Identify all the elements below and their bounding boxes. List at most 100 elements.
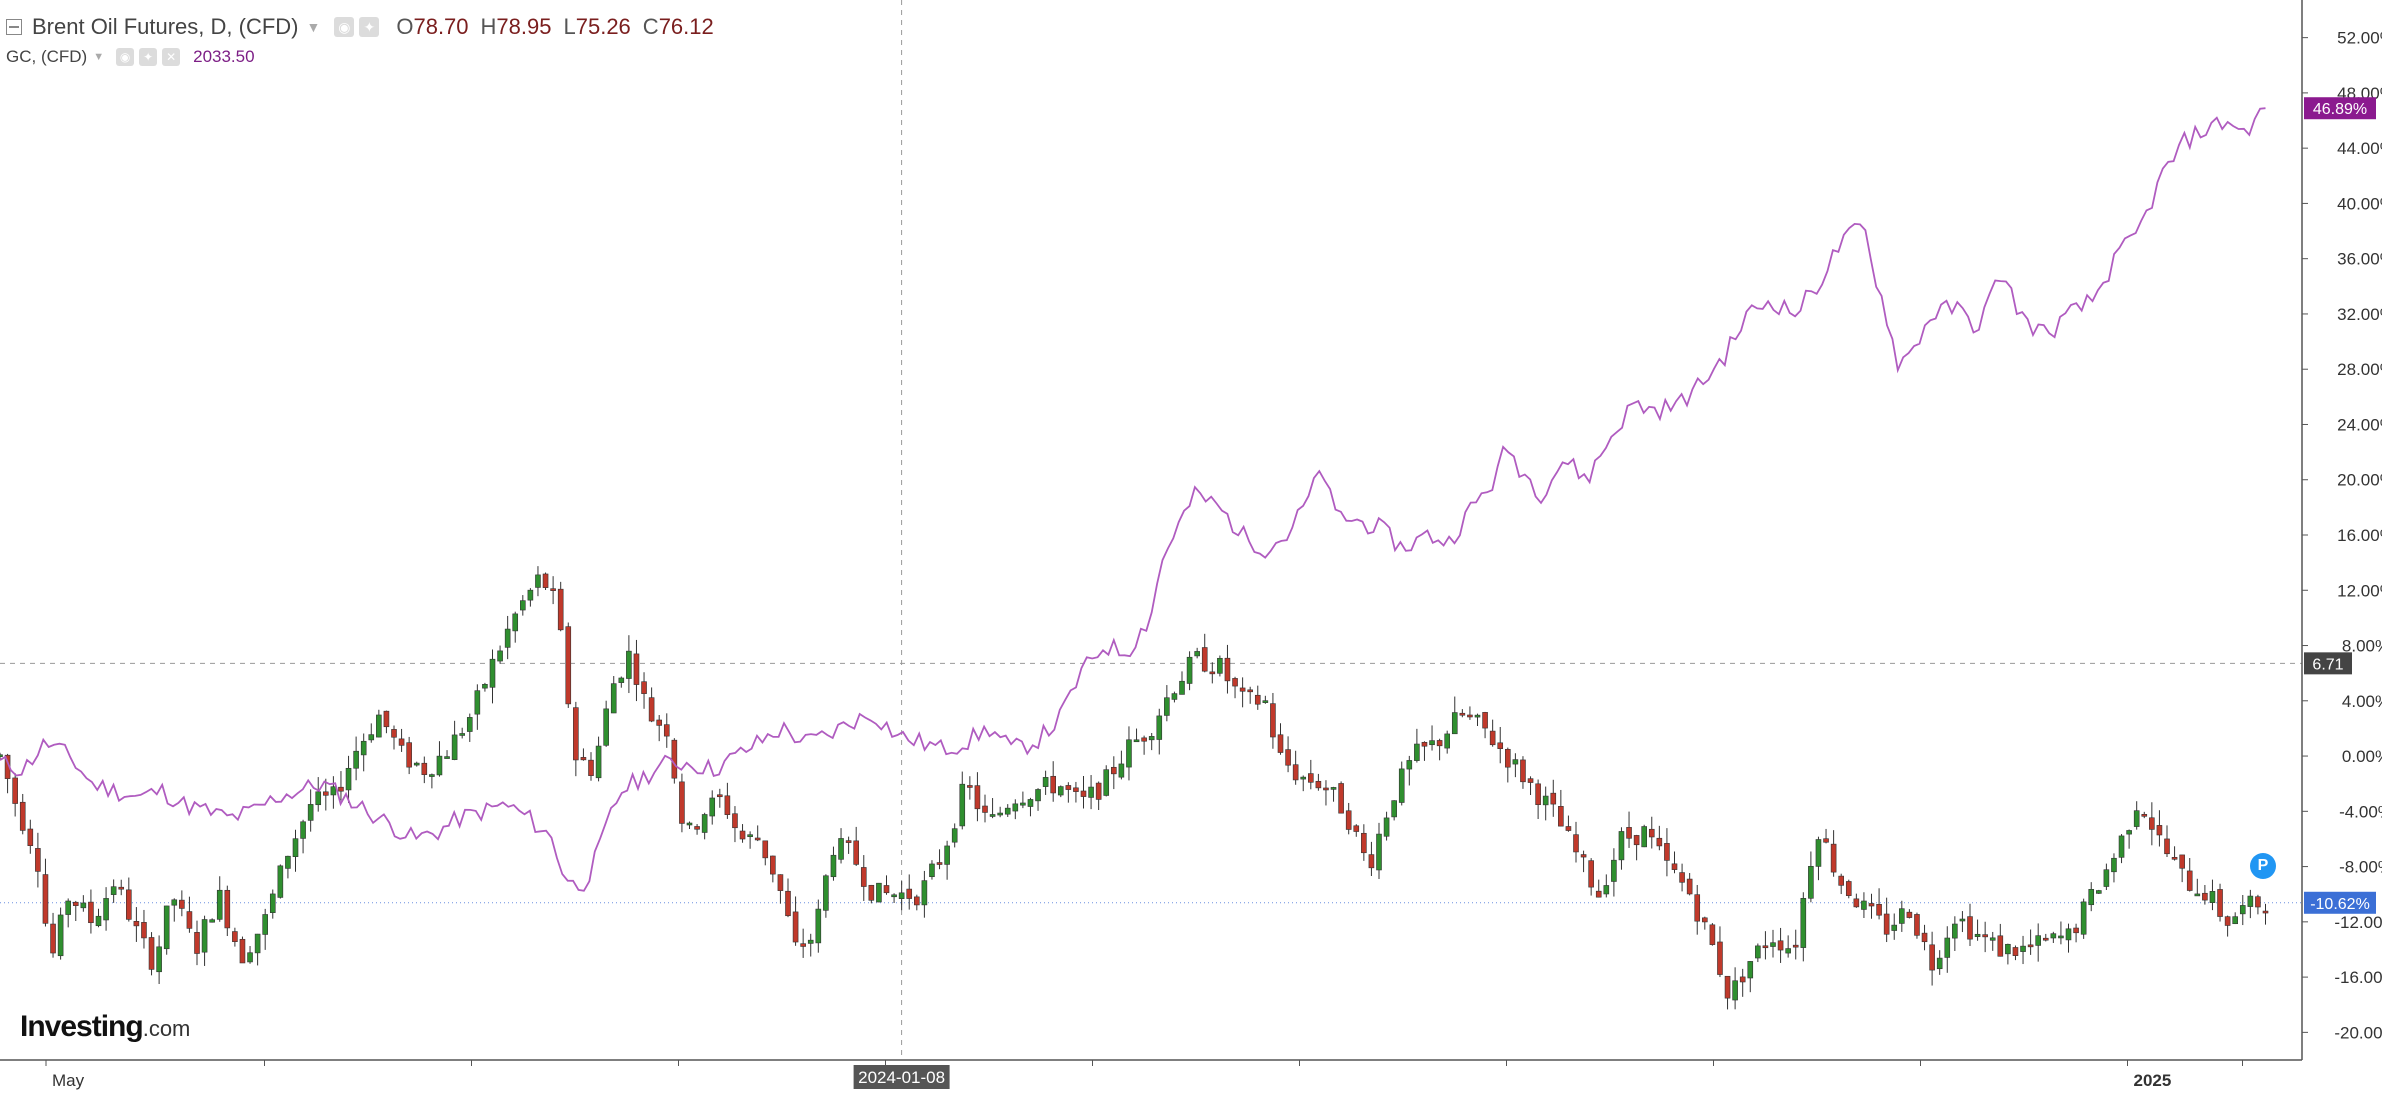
candle-body [1459, 712, 1466, 716]
gc-compare-line-series[interactable] [0, 107, 2266, 892]
candle-body [1436, 740, 1443, 747]
open-label: O [396, 14, 414, 39]
candle-body [360, 740, 367, 756]
candle-body [1247, 689, 1253, 693]
candle-body [1262, 700, 1269, 703]
candle-body [1929, 944, 1935, 971]
y-tick-label: 40.00% [2337, 194, 2382, 213]
x-tick-label: 2024-01-08 [858, 1068, 945, 1087]
candle-body [618, 677, 625, 683]
candle-body [2080, 901, 2087, 935]
candle-body [1997, 935, 2004, 957]
candle-body [1906, 911, 1913, 918]
candle-body [398, 738, 405, 746]
candle-body [906, 888, 913, 899]
candle-body [1709, 924, 1716, 945]
candle-body [1808, 865, 1814, 899]
candle-body [1451, 712, 1458, 735]
candle-body [141, 922, 147, 939]
candle-body [338, 786, 344, 792]
compare-symbol-label[interactable]: GC, (CFD) [6, 47, 88, 66]
candle-body [1050, 775, 1056, 794]
candle-body [1512, 759, 1519, 765]
candle-body [232, 931, 238, 942]
y-tick-label: 52.00% [2337, 29, 2382, 48]
gear-icon[interactable]: ✦ [139, 48, 158, 66]
candle-body [171, 899, 178, 906]
candle-body [997, 812, 1003, 816]
brent-candlestick-series[interactable] [0, 566, 2269, 1010]
main-legend: Brent Oil Futures, D, (CFD) ▼ ◉ ✦ O 78.70… [6, 14, 714, 40]
candle-body [1558, 806, 1564, 827]
price-tags: 46.89% -10.62% 6.71 [2304, 97, 2376, 914]
candle-body [1845, 881, 1852, 896]
candle-body [815, 908, 822, 944]
candle-body [42, 874, 49, 924]
candle-body [1179, 680, 1185, 695]
candle-body [323, 791, 329, 796]
candle-body [2194, 893, 2201, 897]
x-crosshair-label-bg [853, 1065, 950, 1089]
collapse-toggle-icon[interactable] [6, 19, 22, 35]
candle-body [239, 938, 246, 964]
candle-body [1376, 833, 1382, 871]
candle-body [1148, 736, 1155, 741]
y-tick-label: -16.00% [2334, 968, 2382, 987]
candle-body [2141, 814, 2148, 817]
close-label: C [642, 14, 659, 39]
candle-body [1936, 957, 1943, 970]
candle-body [1770, 942, 1776, 947]
candle-body [2179, 854, 2185, 869]
candle-body [2186, 870, 2193, 891]
candle-body [1952, 923, 1958, 939]
settings-eye-icon[interactable]: ◉ [334, 17, 355, 37]
candle-body [2005, 943, 2011, 955]
candle-body [800, 943, 806, 947]
candle-body [754, 837, 761, 841]
candle-body [1300, 776, 1307, 780]
candle-body [2042, 937, 2049, 941]
candle-body [1080, 790, 1087, 797]
candle-body [1429, 740, 1435, 746]
candle-body [1959, 918, 1966, 922]
candle-body [1762, 945, 1769, 949]
y-tick-label: -20.00% [2334, 1023, 2382, 1042]
candle-body [1792, 944, 1799, 948]
chevron-down-icon[interactable]: ▼ [93, 51, 105, 63]
candle-body [451, 734, 458, 760]
candle-body [747, 834, 753, 838]
candle-body [1785, 948, 1791, 954]
candle-body [1383, 817, 1390, 837]
chevron-down-icon[interactable]: ▼ [306, 19, 321, 35]
candle-body [1527, 778, 1534, 783]
candle-body [1702, 917, 1708, 923]
brent-last-value-tag-bg [2304, 891, 2376, 914]
candle-body [421, 762, 428, 775]
candle-body [1876, 904, 1882, 916]
candle-body [921, 880, 928, 906]
candle-body [65, 900, 71, 915]
main-symbol-label[interactable]: Brent Oil Futures, D, (CFD) [32, 14, 299, 39]
y-tick-label: 28.00% [2337, 360, 2382, 379]
candle-body [50, 923, 56, 954]
candle-body [1186, 656, 1193, 684]
candle-body [792, 911, 799, 943]
candle-body [1724, 975, 1731, 999]
candle-body [1838, 875, 1844, 886]
candle-body [118, 886, 125, 890]
x-tick-label: 2025 [2134, 1071, 2172, 1090]
gear-icon[interactable]: ✦ [359, 17, 380, 37]
candle-body [656, 719, 662, 726]
candle-body [1338, 783, 1344, 814]
candle-body [1315, 780, 1322, 789]
candle-body [1292, 764, 1299, 781]
candle-body [2020, 945, 2026, 952]
close-icon[interactable]: ✕ [162, 48, 181, 66]
candle-body [1012, 803, 1019, 812]
candle-body [2209, 891, 2216, 904]
candle-body [951, 828, 958, 843]
candle-body [489, 658, 496, 688]
event-marker-icon[interactable]: P [2250, 853, 2276, 879]
settings-eye-icon[interactable]: ◉ [116, 48, 135, 66]
